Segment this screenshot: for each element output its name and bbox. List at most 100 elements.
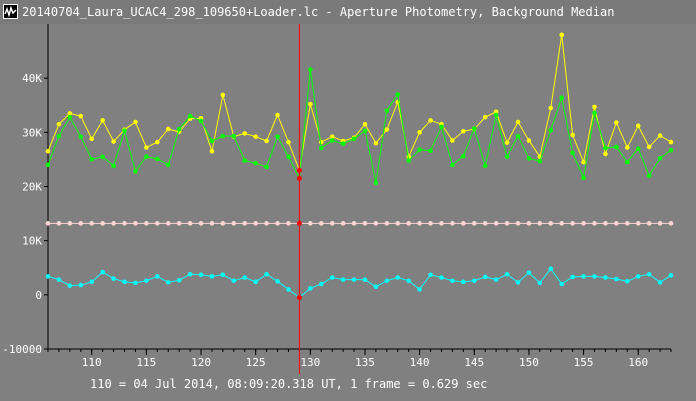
data-point	[56, 133, 62, 139]
data-point	[45, 148, 51, 154]
data-point	[515, 119, 521, 125]
data-point	[592, 221, 597, 226]
frame-time-readout: 110 = 04 Jul 2014, 08:09:20.318 UT, 1 fr…	[90, 377, 488, 391]
y-tick-label: 40K	[22, 72, 42, 85]
data-point	[406, 278, 411, 284]
data-point	[111, 221, 116, 226]
series-line	[47, 69, 672, 183]
data-point	[144, 278, 149, 284]
series-1	[45, 67, 674, 186]
data-point	[559, 95, 565, 100]
cursor-layer	[296, 24, 302, 374]
data-point	[471, 126, 477, 131]
light-curve-plot[interactable]: 40K 30K 20K 10K 0 -10000 110 115 120 125 130 135 140…	[0, 24, 696, 374]
data-point	[351, 277, 357, 282]
data-point	[111, 276, 116, 281]
data-point	[351, 221, 357, 226]
title-bar: 20140704_Laura_UCAC4_298_109650+Loader.l…	[0, 0, 696, 24]
data-point	[122, 128, 127, 134]
data-point	[592, 110, 597, 116]
data-point	[362, 221, 368, 226]
data-point	[559, 221, 565, 226]
data-point	[373, 140, 379, 146]
data-point	[275, 221, 280, 226]
light-curve-app-icon	[3, 4, 18, 19]
data-point	[286, 139, 291, 145]
data-point	[340, 277, 346, 282]
data-point	[482, 221, 488, 226]
data-point	[45, 274, 51, 279]
data-point	[482, 274, 488, 280]
data-point	[165, 126, 171, 132]
data-point	[144, 154, 149, 160]
data-point	[362, 121, 368, 127]
data-point	[668, 139, 674, 145]
data-point	[133, 119, 138, 125]
data-point	[111, 163, 116, 169]
data-point	[526, 138, 532, 143]
data-point	[264, 221, 269, 226]
series-line	[47, 267, 672, 299]
data-point	[176, 277, 182, 283]
data-point	[526, 221, 532, 226]
data-point	[548, 266, 554, 272]
data-point	[406, 221, 411, 226]
data-point	[329, 275, 335, 280]
data-point	[231, 221, 237, 226]
data-point	[493, 277, 499, 282]
data-point	[570, 150, 575, 156]
data-point	[657, 280, 663, 285]
data-point	[428, 272, 433, 278]
data-point	[373, 180, 379, 186]
data-point	[657, 221, 663, 226]
window-title: 20140704_Laura_UCAC4_298_109650+Loader.l…	[22, 5, 615, 19]
data-point	[624, 145, 630, 150]
x-tick-label: 150	[519, 356, 539, 369]
data-point	[646, 271, 652, 277]
x-tick-label: 145	[464, 356, 484, 369]
data-point	[275, 278, 280, 284]
data-point	[253, 134, 258, 139]
data-point	[395, 221, 401, 226]
data-point	[657, 156, 663, 161]
x-tick-label: 120	[191, 356, 211, 369]
y-tick-label: 20K	[22, 181, 42, 194]
data-point	[570, 132, 575, 138]
data-point	[209, 274, 215, 279]
data-point	[56, 277, 62, 282]
data-point	[417, 130, 422, 135]
data-point	[515, 221, 521, 226]
data-point	[439, 221, 444, 226]
data-point	[603, 275, 608, 280]
x-tick-label: 130	[300, 356, 320, 369]
data-point	[308, 286, 313, 291]
data-point	[275, 134, 280, 139]
data-point	[165, 221, 171, 226]
data-point	[89, 157, 95, 162]
data-point	[581, 159, 586, 165]
data-point	[461, 221, 466, 226]
data-point	[264, 138, 269, 144]
data-point	[122, 279, 127, 285]
data-point	[504, 154, 510, 160]
data-point	[220, 92, 226, 98]
data-point	[286, 287, 291, 292]
data-point	[220, 133, 226, 139]
data-point	[384, 221, 390, 226]
data-point	[100, 269, 105, 275]
x-tick-label: 160	[628, 356, 648, 369]
data-point	[209, 221, 215, 226]
data-point	[220, 272, 226, 278]
data-point	[264, 271, 269, 277]
data-point	[133, 169, 138, 174]
data-point	[67, 283, 73, 288]
data-point	[624, 159, 630, 165]
series-3	[45, 266, 674, 300]
data-point	[450, 221, 455, 226]
data-point	[242, 158, 248, 163]
data-point	[67, 111, 73, 116]
data-point	[45, 221, 51, 226]
data-point	[624, 221, 630, 226]
data-point	[198, 221, 204, 226]
data-point	[89, 221, 95, 226]
